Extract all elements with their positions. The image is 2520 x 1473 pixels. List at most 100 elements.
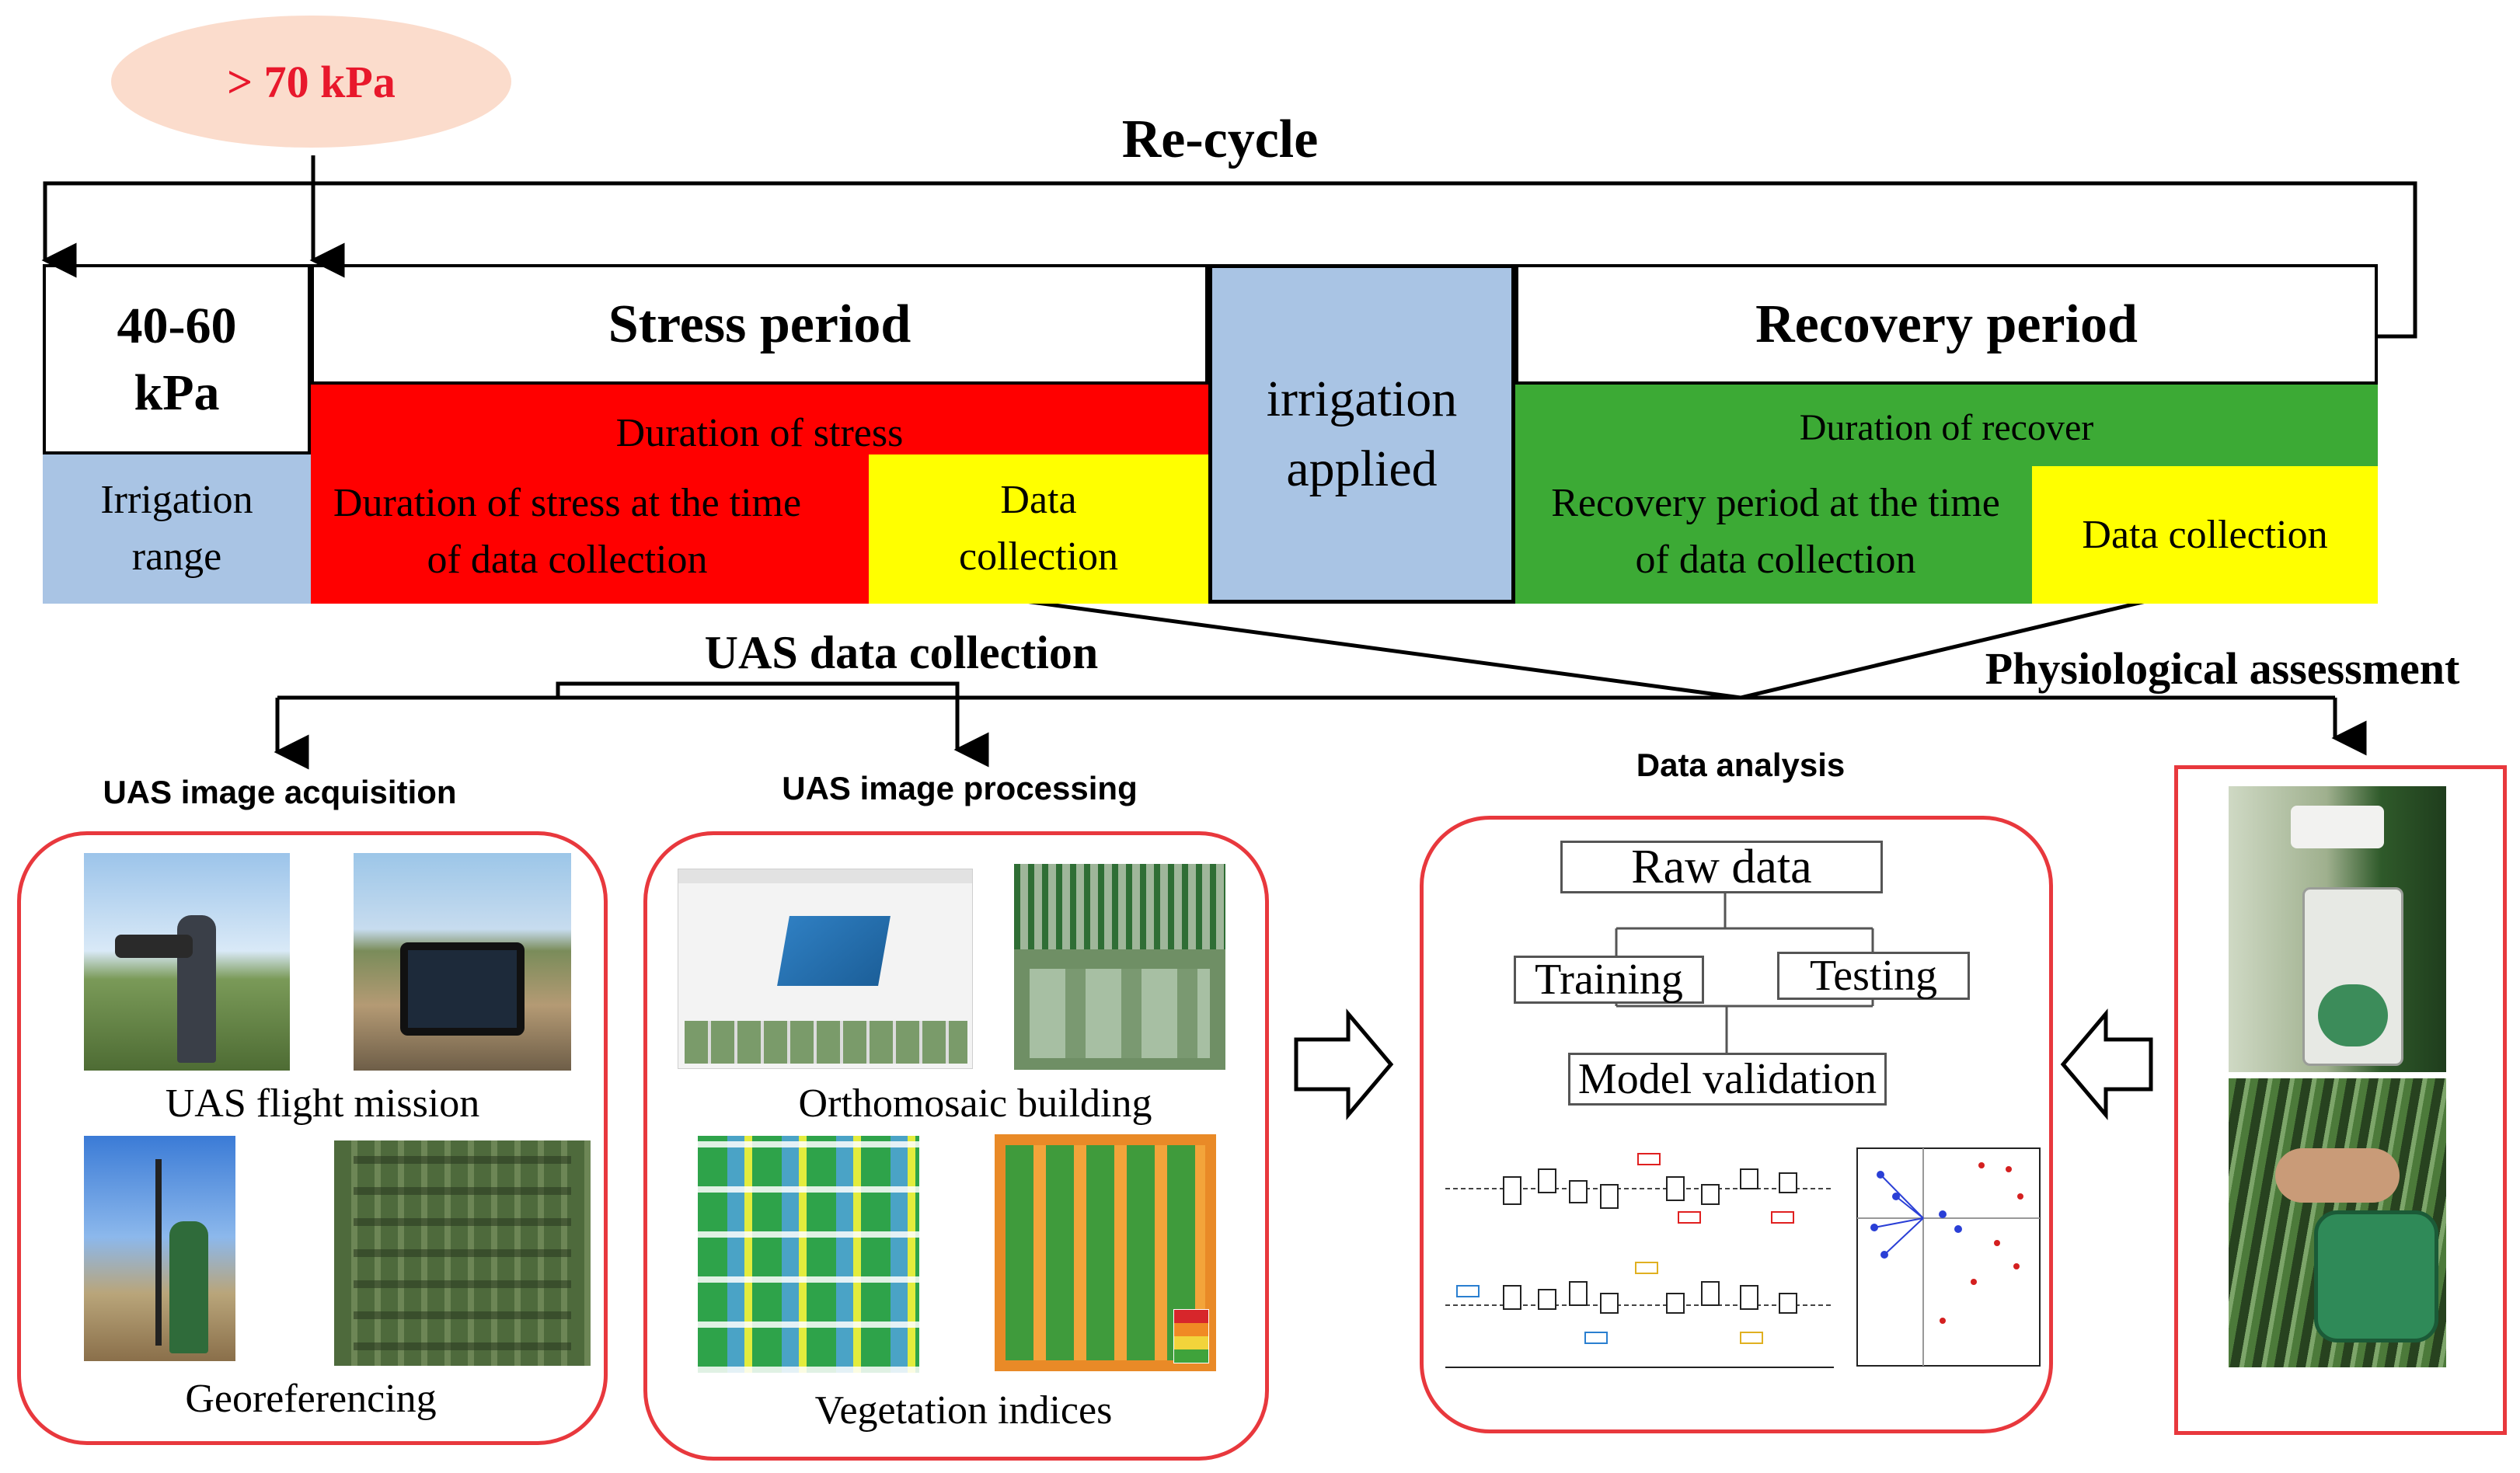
vi-map-left (698, 1136, 919, 1373)
pca-point-blue (1877, 1171, 1884, 1179)
pca-loading-line (1880, 1174, 1924, 1219)
boxplot-box (1569, 1180, 1588, 1203)
boxplot-box (1740, 1168, 1758, 1189)
orthomosaic-photo (1014, 864, 1225, 1070)
duration-of-recover-label: Duration of recover (1799, 406, 2094, 448)
pca-point-blue (1939, 1210, 1947, 1218)
training-box: Training (1514, 956, 1704, 1004)
threshold-bubble: > 70 kPa (111, 16, 511, 148)
recovery-at-collection-label: Recovery period at the time of data coll… (1551, 481, 2000, 582)
handheld-sensor-photo (2229, 1078, 2446, 1367)
boxplot-label-yellow (1635, 1262, 1658, 1274)
boxplot-label-red (1771, 1211, 1794, 1224)
vegetation-indices-caption: Vegetation indices (814, 1388, 1113, 1433)
threshold-label: > 70 kPa (227, 56, 396, 107)
vi-left-gaps (698, 1136, 919, 1373)
boxplot-box (1600, 1184, 1619, 1209)
software-toolbar (678, 869, 972, 883)
vi-legend (1173, 1309, 1209, 1363)
pca-point-red (2006, 1166, 2012, 1172)
irrigation-applied-box: irrigation applied (1208, 264, 1515, 604)
recovery-data-collection-box: Data collection (2032, 466, 2378, 604)
boxplot-box (1600, 1293, 1619, 1314)
boxplot-box (1701, 1281, 1720, 1306)
uas-data-collection-title: UAS data collection (704, 626, 1099, 678)
boxplot-label-red (1678, 1211, 1701, 1224)
boxplot-box (1538, 1289, 1556, 1310)
boxplot-label-blue (1456, 1285, 1480, 1297)
physiological-assessment-title: Physiological assessment (1985, 642, 2460, 694)
stress-data-link (1013, 597, 1741, 700)
georeferenced-field-photo (334, 1140, 591, 1366)
gps-survey-photo (84, 1136, 235, 1361)
boxplot-box (1779, 1172, 1797, 1193)
vi-map-right (995, 1134, 1216, 1371)
boxplot-label-blue (1584, 1332, 1608, 1344)
surveyor-figure (169, 1221, 208, 1353)
sensor-device (2314, 1210, 2438, 1342)
vi-right-plots (1006, 1145, 1205, 1360)
irrigation-range-box: Irrigation range (43, 454, 311, 604)
irrigation-range-kpa: 40-60 kPa (43, 264, 311, 454)
pca-point-blue (1880, 1251, 1888, 1259)
gps-pole (155, 1159, 162, 1346)
boxplot-box (1503, 1176, 1521, 1205)
testing-box: Testing (1777, 952, 1970, 1000)
data-analysis-title: Data analysis (1636, 747, 1846, 783)
stress-at-collection-label: Duration of stress at the time of data c… (333, 481, 802, 582)
pca-loading-line (1873, 1217, 1924, 1228)
recycle-loop-line (41, 181, 2417, 339)
model-validation-box: Model validation (1568, 1053, 1887, 1106)
recovery-data-link (1740, 597, 2153, 700)
boxplot-box (1538, 1168, 1556, 1193)
raw-data-box: Raw data (1560, 841, 1883, 893)
processing-to-analysis-arrow (1294, 1008, 1394, 1120)
boxplot-box (1779, 1293, 1797, 1314)
boxplot-box (1666, 1293, 1685, 1314)
processing-title: UAS image processing (782, 770, 1138, 806)
pca-point-red (1978, 1162, 1985, 1168)
hand-shape (2275, 1148, 2400, 1203)
processing-arrow (556, 681, 989, 768)
camera-thumbnails (685, 1021, 967, 1064)
meter-clip (2291, 806, 2384, 848)
flight-mission-caption: UAS flight mission (165, 1081, 480, 1126)
boxplot-box (1503, 1285, 1521, 1310)
boxplot-box (1701, 1184, 1720, 1205)
pca-point-red (2013, 1263, 2020, 1269)
meter-keypad (2318, 984, 2388, 1046)
ortho-rows-top (1014, 864, 1225, 949)
boxplot-label-red (1637, 1153, 1661, 1165)
physiology-to-analysis-arrow (2060, 1008, 2153, 1120)
field-inner (354, 1156, 571, 1350)
pca-point-blue (1870, 1224, 1878, 1231)
boxplot-box (1740, 1285, 1758, 1310)
boxplot-label-yellow (1740, 1332, 1763, 1344)
stress-period-title: Stress period (311, 264, 1208, 385)
stress-data-collection-box: Data collection (869, 454, 1208, 604)
controller-photo (354, 853, 571, 1071)
drone-shape (115, 935, 193, 958)
pca-point-red (2017, 1193, 2023, 1200)
leaf-meter-photo (2229, 786, 2446, 1072)
pca-frame (1856, 1147, 2041, 1367)
controller-screen (400, 942, 525, 1036)
pca-point-red (1940, 1318, 1946, 1324)
acquisition-title: UAS image acquisition (103, 774, 457, 810)
pca-point-blue (1954, 1225, 1962, 1233)
pca-point-blue (1892, 1193, 1900, 1200)
pca-point-red (1994, 1240, 2000, 1246)
recycle-title: Re-cycle (1121, 110, 1319, 169)
pca-loading-line (1884, 1217, 1924, 1255)
duration-of-stress-label: Duration of stress (615, 411, 904, 455)
processing-software-screenshot (678, 869, 973, 1069)
ortho-plots (1030, 969, 1210, 1058)
recovery-period-title: Recovery period (1515, 264, 2378, 385)
georeferencing-caption: Georeferencing (185, 1376, 437, 1421)
orthomosaic-caption: Orthomosaic building (798, 1081, 1152, 1126)
pca-loading-line (1895, 1196, 1924, 1219)
